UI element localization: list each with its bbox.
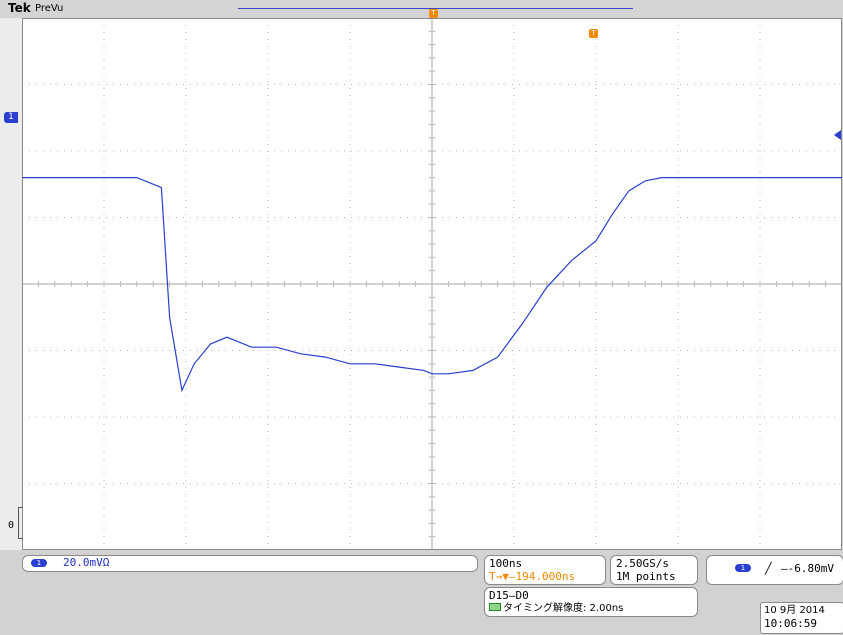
trigger-level-marker[interactable] (834, 130, 841, 140)
trigger-readout[interactable]: 1 ╱ –-6.80mV (706, 555, 843, 585)
expansion-point-glyph: T (591, 29, 596, 37)
sample-rate: 2.50GS/s (616, 557, 669, 570)
delay-arrow-icon: →▼ (495, 570, 509, 583)
digital-group-bracket (18, 507, 23, 539)
channel-1-badge: 1 (31, 559, 47, 567)
trigger-level-value: -6.80mV (787, 562, 834, 575)
horizontal-delay-value: 194.000ns (515, 570, 576, 583)
timebase-readout[interactable]: 100ns T→▼–194.000ns (484, 555, 606, 585)
expansion-point-marker[interactable]: T (589, 29, 598, 38)
channel-1-ground-label: 1 (8, 112, 14, 122)
timing-resolution-text: タイミング解像度: 2.00ns (503, 603, 624, 614)
digital-channels: D15–D0 (489, 589, 529, 602)
digital-readout[interactable]: D15–D0 タイミング解像度: 2.00ns (484, 587, 698, 617)
brand-logo: Tek (8, 1, 31, 15)
coupling-symbol: Ω (102, 556, 110, 569)
trigger-symbol-glyph: T (489, 570, 496, 583)
horizontal-delay: T→▼–194.000ns (489, 570, 576, 583)
record-length: 1M points (616, 570, 676, 583)
time: 10:06:59 (764, 617, 817, 630)
status-bar: Tek PreVu T (0, 0, 843, 18)
channel-1-scale-value: 20.0mV (63, 556, 103, 569)
horizontal-scale: 100ns (489, 557, 523, 570)
trigger-level: –-6.80mV (781, 562, 834, 575)
channel-1-ground-marker[interactable]: 1 (4, 112, 18, 123)
readout-panel: 1 20.0mVΩ 100ns T→▼–194.000ns 2.50GS/s 1… (0, 550, 843, 635)
graticule-border (22, 18, 842, 550)
acquisition-mode: PreVu (35, 3, 64, 14)
channel-1-waveform (22, 177, 842, 393)
waveform-graticule[interactable] (22, 18, 842, 550)
trigger-source-badge: 1 (735, 564, 751, 572)
channel-1-scale: 20.0mVΩ (63, 557, 109, 569)
trigger-position-marker[interactable]: T (429, 9, 438, 18)
trigger-slope-icon: ╱ (765, 562, 772, 575)
left-margin (0, 18, 22, 550)
trigger-position-glyph: T (431, 9, 436, 17)
timing-resolution: タイミング解像度: 2.00ns (489, 603, 623, 615)
acquisition-readout[interactable]: 2.50GS/s 1M points (610, 555, 698, 585)
date-time-readout[interactable]: 10 9月 2014 10:06:59 (760, 602, 843, 634)
digital-zero-marker: 0 (8, 520, 15, 531)
record-view-bar[interactable] (238, 8, 633, 9)
graticule-grid (22, 18, 842, 550)
date: 10 9月 2014 (764, 605, 825, 616)
channel-1-readout[interactable]: 1 20.0mVΩ (22, 555, 478, 572)
timing-icon (489, 603, 501, 611)
